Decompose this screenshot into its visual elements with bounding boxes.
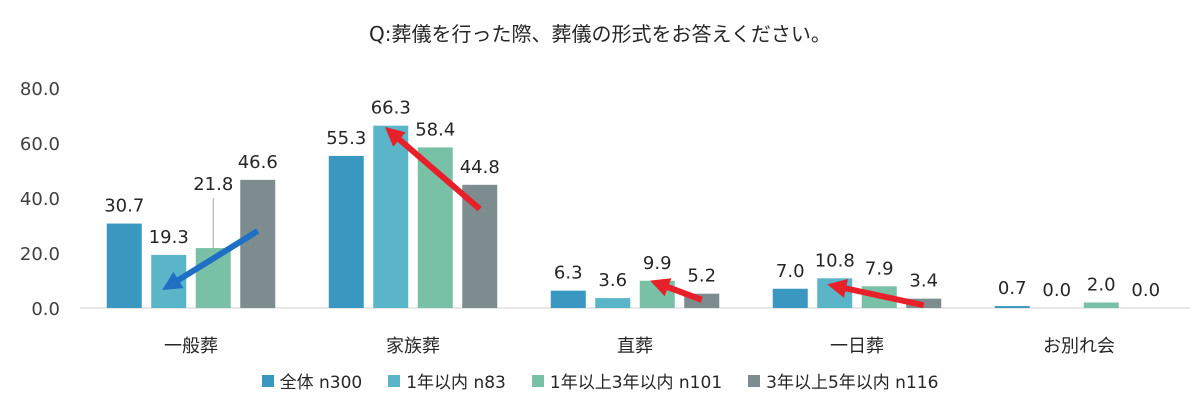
legend-label: 1年以上3年以内 n101 — [549, 373, 723, 393]
bar — [772, 288, 808, 308]
chart-title: Q:葬儀を行った際、葬儀の形式をお答えください。 — [369, 22, 831, 46]
data-label: 0.7 — [998, 278, 1027, 299]
bar — [328, 155, 364, 308]
data-label: 30.7 — [104, 196, 144, 217]
data-label: 21.8 — [193, 174, 233, 195]
legend-swatch — [388, 374, 401, 387]
data-label: 0.0 — [1042, 280, 1071, 301]
data-label: 7.0 — [776, 261, 805, 282]
legend-label: 3年以上5年以内 n116 — [766, 373, 939, 393]
legend-swatch — [748, 374, 761, 387]
data-label: 7.9 — [865, 258, 894, 279]
data-label: 58.4 — [415, 119, 455, 140]
data-label: 3.4 — [909, 271, 938, 292]
trend-arrow — [162, 228, 260, 291]
legend-swatch — [261, 374, 274, 387]
legend-item: 3年以上5年以内 n116 — [748, 368, 938, 393]
bar — [595, 298, 631, 308]
bar — [550, 290, 586, 308]
legend-item: 全体 n300 — [261, 368, 363, 393]
y-tick-label: 20.0 — [20, 244, 60, 265]
legend: 全体 n300 1年以内 n83 1年以上3年以内 n101 3年以上5年以内 n11… — [0, 368, 1200, 393]
legend-label: 1年以内 n83 — [406, 373, 506, 393]
data-label: 46.6 — [238, 152, 278, 173]
bar — [240, 179, 276, 308]
legend-label: 全体 n300 — [279, 373, 363, 393]
trend-arrow — [650, 278, 703, 303]
data-label: 66.3 — [371, 98, 411, 119]
y-tick-label: 80.0 — [20, 79, 60, 100]
legend-item: 1年以内 n83 — [388, 368, 506, 393]
y-tick-label: 0.0 — [31, 299, 60, 320]
data-label: 55.3 — [326, 128, 366, 149]
bar — [1083, 302, 1119, 308]
data-label: 9.9 — [643, 253, 672, 274]
data-label: 5.2 — [687, 266, 716, 287]
x-tick-label: 直葬 — [617, 336, 653, 357]
legend-item: 1年以上3年以内 n101 — [531, 368, 723, 393]
data-label: 19.3 — [149, 227, 189, 248]
bar — [106, 223, 142, 308]
x-tick-label: お別れ会 — [1043, 336, 1115, 357]
data-label: 3.6 — [598, 270, 627, 291]
data-label: 44.8 — [460, 157, 500, 178]
bar — [462, 184, 498, 308]
chart: 80.0 60.0 40.0 20.0 0.0 30.7 55.3 6.3 7.0 0.7 19.3… — [20, 79, 1190, 357]
legend-swatch — [531, 374, 544, 387]
trend-arrow — [384, 126, 482, 212]
y-tick-label: 40.0 — [20, 189, 60, 210]
data-label: 10.8 — [815, 250, 855, 271]
x-tick-label: 家族葬 — [386, 336, 440, 357]
y-tick-label: 60.0 — [20, 134, 60, 155]
data-label: 0.0 — [1131, 280, 1160, 301]
trend-arrow — [827, 279, 925, 309]
bar — [994, 306, 1030, 308]
data-label: 6.3 — [554, 263, 583, 284]
x-tick-label: 一日葬 — [830, 336, 884, 357]
bar — [817, 278, 853, 308]
x-tick-label: 一般葬 — [164, 336, 218, 357]
bar — [373, 125, 409, 308]
data-label: 2.0 — [1087, 275, 1116, 296]
